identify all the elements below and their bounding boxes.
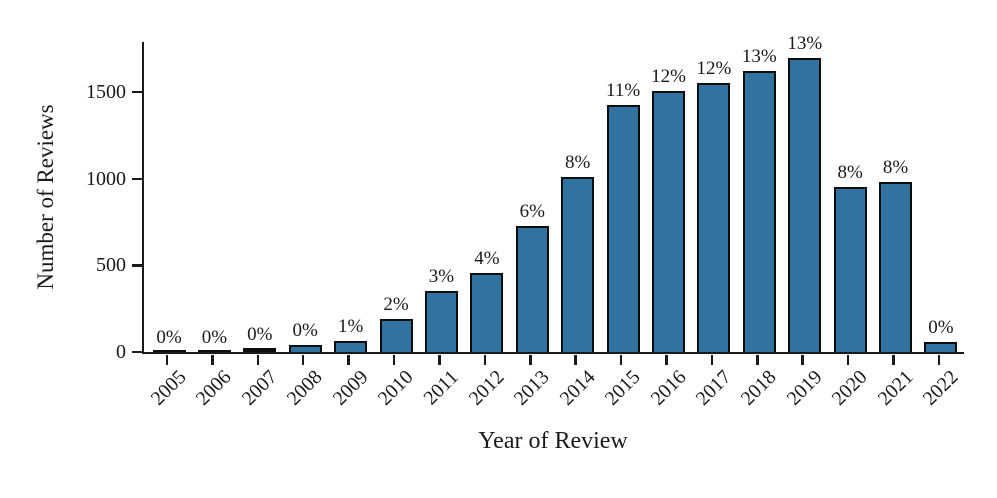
x-tick-2009 — [347, 354, 350, 365]
bar-2017 — [697, 82, 731, 352]
x-tick-2018 — [756, 354, 759, 365]
plot-area: 0% 0% 0% 0% 1% 2% 3% 4% 6% 8% 11% 12% 12% 13% 13% 8% 8% 0… — [142, 33, 964, 354]
bar-value-label-2015: 11% — [606, 80, 641, 102]
x-tick-label-2012: 2012 — [464, 366, 509, 410]
bar-2012 — [470, 273, 504, 352]
x-tick-label-2010: 2010 — [373, 366, 418, 410]
x-tick-2020 — [846, 354, 850, 365]
x-tick-2005 — [165, 354, 169, 365]
x-tick-2014 — [574, 354, 577, 365]
bar-value-label-2021: 8% — [882, 157, 909, 179]
bar-value-label-2007: 0% — [247, 324, 273, 346]
x-tick-2021 — [892, 354, 895, 365]
x-tick-label-2007: 2007 — [237, 366, 282, 410]
bar-2021 — [879, 182, 913, 352]
x-tick-label-2019: 2019 — [782, 366, 827, 410]
bar-2022 — [924, 342, 958, 352]
x-tick-label-2020: 2020 — [827, 366, 872, 410]
bar-2005 — [152, 350, 186, 352]
x-tick-2013 — [529, 354, 532, 365]
bar-2018 — [742, 71, 776, 352]
x-tick-2006 — [211, 354, 214, 365]
y-tick-label-500: 500 — [96, 254, 126, 277]
bar-value-label-2016: 12% — [651, 65, 686, 87]
bar-value-label-2005: 0% — [156, 326, 182, 348]
bar-2016 — [652, 90, 685, 352]
bar-2008 — [288, 345, 322, 352]
y-tick-label-0: 0 — [116, 341, 126, 363]
bar-2007 — [243, 348, 277, 352]
bar-2015 — [606, 105, 640, 352]
bar-value-label-2017: 12% — [696, 57, 732, 79]
x-tick-label-2011: 2011 — [419, 366, 464, 410]
bar-value-label-2018: 13% — [741, 46, 777, 68]
bar-value-label-2008: 0% — [292, 320, 318, 342]
y-tick-label-1500: 1500 — [86, 81, 126, 104]
bar-value-label-2014: 8% — [565, 152, 591, 174]
bar-value-label-2022: 0% — [928, 317, 954, 339]
bar-2014 — [561, 177, 595, 352]
x-tick-2016 — [665, 354, 668, 365]
x-tick-label-2022: 2022 — [918, 366, 963, 410]
bar-value-label-2009: 1% — [337, 315, 364, 337]
y-tick-label-1000: 1000 — [86, 167, 126, 190]
x-tick-label-2016: 2016 — [646, 366, 691, 410]
x-tick-2017 — [710, 354, 714, 365]
bar-value-label-2019: 13% — [787, 33, 823, 55]
bar-2011 — [424, 291, 458, 352]
y-tick-1500 — [132, 90, 142, 94]
x-tick-2019 — [801, 354, 804, 365]
x-tick-2010 — [392, 354, 396, 365]
bar-value-label-2012: 4% — [474, 248, 500, 270]
bar-value-label-2010: 2% — [383, 294, 409, 316]
x-tick-2015 — [619, 354, 623, 365]
x-tick-2007 — [256, 354, 260, 365]
x-tick-2012 — [483, 354, 487, 365]
x-axis-label: Year of Review — [478, 428, 628, 454]
x-tick-label-2005: 2005 — [146, 366, 191, 410]
bar-2019 — [788, 58, 822, 352]
x-tick-label-2021: 2021 — [873, 366, 918, 410]
y-tick-1000 — [132, 177, 142, 181]
bar-2010 — [379, 319, 413, 352]
x-tick-2008 — [301, 354, 305, 365]
bar-2013 — [515, 225, 549, 352]
x-tick-label-2018: 2018 — [737, 366, 781, 410]
bar-2006 — [197, 350, 231, 352]
bar-value-label-2013: 6% — [519, 200, 545, 222]
bar-value-label-2020: 8% — [837, 162, 863, 184]
x-tick-2022 — [937, 354, 941, 365]
bar-2009 — [334, 340, 368, 352]
x-tick-label-2008: 2008 — [282, 366, 327, 410]
x-tick-2011 — [438, 354, 441, 365]
x-tick-label-2013: 2013 — [509, 366, 554, 410]
y-tick-500 — [132, 264, 142, 267]
bar-2020 — [833, 187, 867, 352]
x-tick-label-2015: 2015 — [600, 366, 645, 410]
x-tick-label-2006: 2006 — [192, 366, 236, 410]
bar-value-label-2006: 0% — [201, 326, 228, 348]
x-tick-label-2009: 2009 — [328, 366, 373, 410]
bar-value-label-2011: 3% — [428, 266, 455, 288]
x-tick-label-2017: 2017 — [691, 366, 736, 410]
y-tick-0 — [132, 350, 142, 354]
x-tick-label-2014: 2014 — [555, 366, 600, 410]
